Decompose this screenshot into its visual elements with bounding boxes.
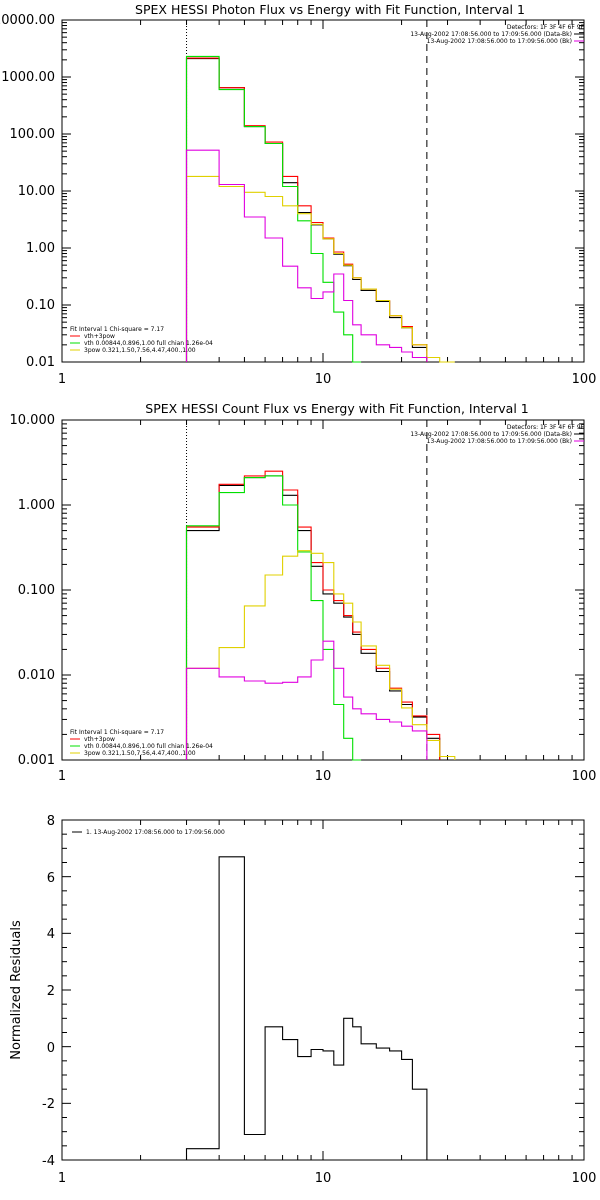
x-tick-label: 1 (58, 1171, 66, 1186)
series-0-step-line (185, 856, 428, 1160)
count-flux-series (185, 420, 456, 761)
photon-flux-panel: SPEX HESSI Photon Flux vs Energy with Fi… (0, 2, 596, 387)
count-flux-axis-ticks (61, 419, 585, 761)
legend-interval-entry: 1. 13-Aug-2002 17:08:56.000 to 17:09:56.… (86, 829, 225, 836)
y-tick-label: -2 (42, 1097, 55, 1112)
series-4-step-line (185, 640, 428, 760)
series-3-step-line (185, 550, 456, 760)
y-tick-label: 100.00 (10, 127, 56, 142)
y-tick-label: 0.10 (26, 298, 55, 313)
y-tick-label: 0.100 (18, 583, 55, 598)
x-tick-label: 10 (315, 769, 332, 784)
residuals-legend: 1. 13-Aug-2002 17:08:56.000 to 17:09:56.… (72, 829, 225, 836)
series-4-step-line (185, 149, 428, 362)
series-1-step-line (185, 470, 441, 760)
x-tick-label: 1 (58, 769, 66, 784)
residuals-plot-frame (61, 819, 585, 1161)
y-tick-label: 0 (47, 1041, 55, 1056)
y-tick-label: 10.000 (10, 413, 56, 428)
legend-model-total: vth+3pow (84, 736, 115, 743)
legend-model-total: vth+3pow (84, 333, 115, 340)
y-tick-label: -4 (42, 1154, 55, 1169)
legend-entry-data-bk: 13-Aug-2002 17:08:56.000 to 17:09:56.000… (410, 431, 572, 438)
residuals-panel: 1 10 100 -4 -2 0 2 4 6 8 Normalized Resi… (9, 814, 596, 1186)
count-flux-legend-top-right: Detectors: 1F 3F 4F 6F 9F 13-Aug-2002 17… (410, 424, 584, 445)
legend-detectors: Detectors: 1F 3F 4F 6F 9F (507, 424, 585, 431)
photon-flux-title: SPEX HESSI Photon Flux vs Energy with Fi… (135, 2, 525, 17)
y-tick-label: 0.010 (18, 668, 55, 683)
y-tick-label: 2 (47, 984, 55, 999)
y-tick-label: 4 (47, 927, 55, 942)
y-tick-label: 6 (47, 871, 55, 886)
photon-flux-plot-frame (61, 19, 585, 363)
legend-model-vth: vth 0.00844,0.896,1.00 full chian 1.26e-… (84, 340, 213, 347)
legend-fit-interval: Fit Interval 1 Chi-square = 7.17 (70, 326, 164, 333)
y-tick-label: 1000.00 (1, 70, 55, 85)
count-flux-legend-bottom-left: Fit Interval 1 Chi-square = 7.17 vth+3po… (70, 729, 213, 757)
legend-model-3pow: 3pow 0.321,1.50,7.56,4.47,400.,1.00 (84, 347, 196, 354)
residuals-series (185, 856, 428, 1160)
x-tick-label: 100 (572, 769, 597, 784)
legend-entry-data-bk: 13-Aug-2002 17:08:56.000 to 17:09:56.000… (410, 31, 572, 38)
legend-model-vth: vth 0.00844,0.896,1.00 full chian 1.26e-… (84, 743, 213, 750)
series-0-step-line (185, 475, 441, 760)
count-flux-panel: SPEX HESSI Count Flux vs Energy with Fit… (10, 401, 597, 784)
series-0-step-line (185, 58, 428, 362)
photon-flux-axis-ticks (61, 19, 585, 363)
residuals-axis-ticks (61, 819, 585, 1161)
series-2-step-line (185, 475, 362, 761)
photon-flux-series (185, 20, 455, 363)
count-flux-title: SPEX HESSI Count Flux vs Energy with Fit… (145, 401, 528, 416)
legend-entry-bk: 13-Aug-2002 17:08:56.000 to 17:09:56.000… (427, 38, 572, 45)
y-tick-label: 1.00 (26, 241, 55, 256)
photon-flux-legend-top-right: Detectors: 1F 3F 4F 6F 9F 13-Aug-2002 17… (410, 24, 584, 45)
photon-flux-legend-bottom-left: Fit Interval 1 Chi-square = 7.17 vth+3po… (70, 326, 213, 354)
x-tick-label: 100 (572, 1171, 597, 1186)
x-tick-label: 10 (315, 372, 332, 387)
legend-entry-bk: 13-Aug-2002 17:08:56.000 to 17:09:56.000… (427, 438, 572, 445)
y-tick-label: 0.01 (26, 355, 55, 370)
y-tick-label: 10.00 (18, 184, 55, 199)
x-tick-label: 10 (315, 1171, 332, 1186)
y-tick-label: 1.000 (18, 498, 55, 513)
series-2-step-line (185, 55, 362, 363)
legend-model-3pow: 3pow 0.321,1.50,7.56,4.47,400.,1.00 (84, 750, 196, 757)
y-tick-label: 10000.00 (0, 13, 55, 28)
legend-fit-interval: Fit Interval 1 Chi-square = 7.17 (70, 729, 164, 736)
residuals-y-axis-label: Normalized Residuals (9, 920, 24, 1060)
y-tick-label: 8 (47, 814, 55, 829)
legend-detectors: Detectors: 1F 3F 4F 6F 9F (507, 24, 585, 31)
x-tick-label: 1 (58, 372, 66, 387)
x-tick-label: 100 (572, 372, 597, 387)
series-3-step-line (185, 175, 455, 363)
y-tick-label: 0.001 (18, 753, 55, 768)
series-1-step-line (185, 57, 428, 362)
